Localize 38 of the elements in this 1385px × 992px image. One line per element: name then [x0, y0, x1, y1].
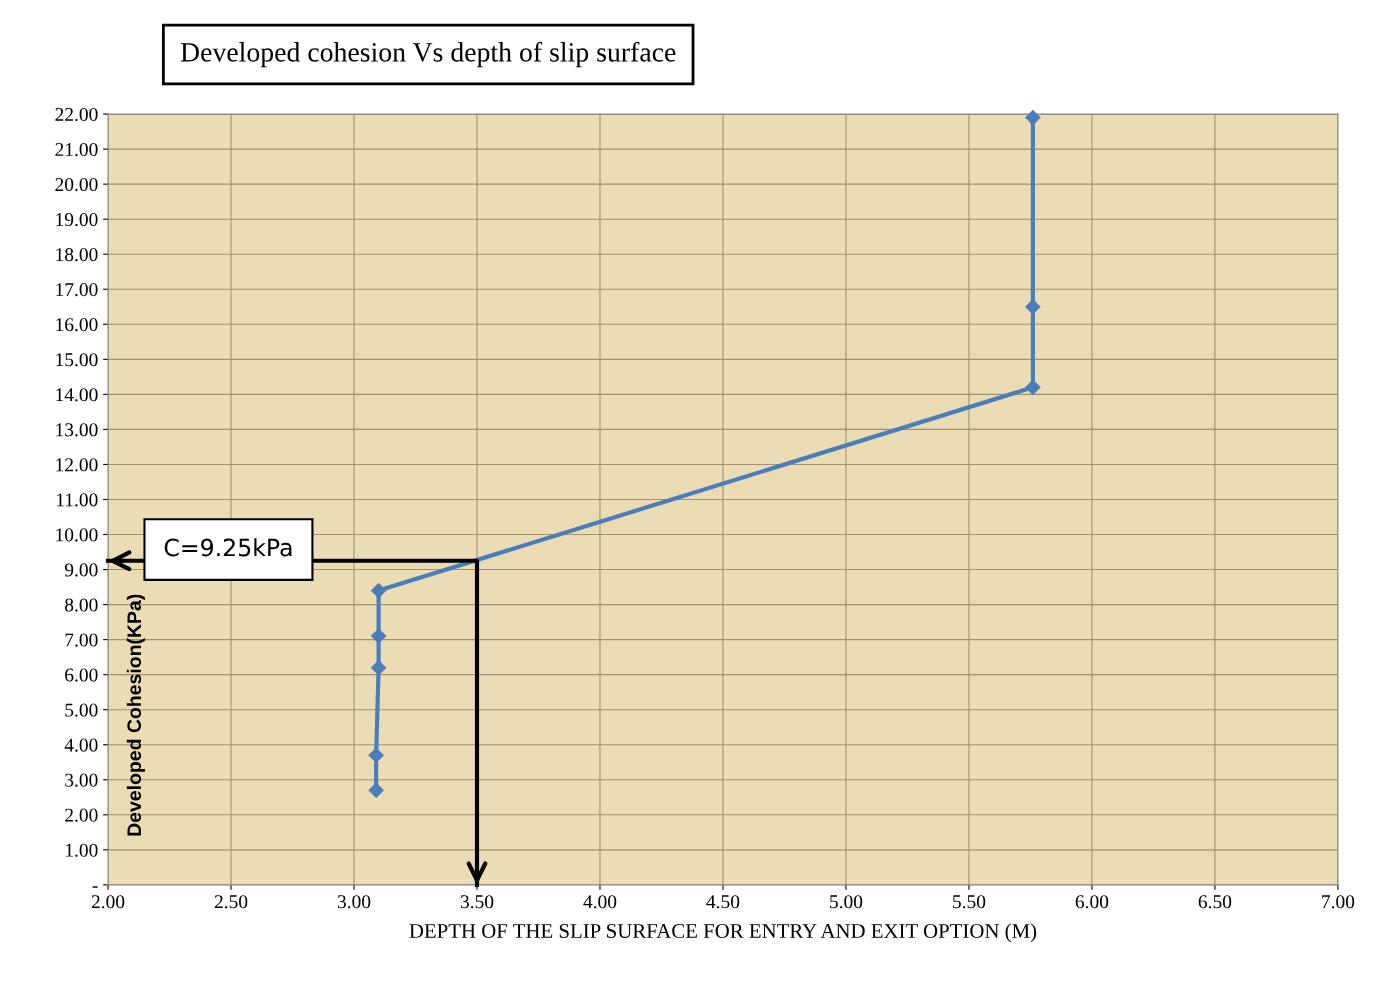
- y-tick-label: 5.00: [65, 703, 98, 717]
- y-tick-label: 2.00: [65, 808, 98, 822]
- y-tick-label: 10.00: [56, 528, 98, 542]
- y-tick-label: 13.00: [56, 423, 98, 437]
- x-tick-label: 3.50: [460, 895, 494, 909]
- x-tick-label: 5.50: [953, 895, 986, 909]
- y-tick-label: 3.00: [65, 773, 98, 787]
- annotation: C=9.25kPa: [164, 538, 292, 557]
- y-tick-label: 9.00: [64, 563, 98, 577]
- y-tick-label: 18.00: [56, 248, 98, 262]
- x-tick-label: 2.50: [214, 895, 248, 909]
- y-tick-label: 21.00: [55, 142, 98, 157]
- chart-title: Developed cohesion Vs depth of slip surface: [180, 41, 676, 68]
- y-tick-label: 7.00: [65, 633, 98, 647]
- y-axis-title: Developed Cohesion(KPa): [126, 594, 145, 836]
- x-tick-label: 3.00: [337, 895, 371, 909]
- y-tick-label: 17.00: [56, 283, 98, 297]
- x-tick-label: 6.00: [1075, 895, 1109, 909]
- y-tick-label: 11.00: [57, 493, 98, 507]
- x-tick-label: 4.50: [706, 895, 740, 909]
- y-tick-label: 1.00: [65, 843, 98, 857]
- y-tick-label: 8.00: [65, 598, 98, 612]
- y-tick-label: 15.00: [56, 353, 98, 367]
- y-tick-label: 6.00: [65, 668, 98, 682]
- x-tick-label: 5.00: [830, 895, 863, 909]
- x-tick-label: 4.00: [583, 895, 617, 909]
- y-tick-label: 19.00: [56, 213, 98, 227]
- y-tick-label: 4.00: [64, 738, 98, 752]
- y-tick-label: 16.00: [56, 318, 98, 332]
- y-tick-label: 22.00: [55, 107, 98, 122]
- y-tick-label: 12.00: [56, 458, 98, 472]
- y-tick-label: 14.00: [56, 388, 98, 402]
- x-tick-label: 2.00: [91, 895, 125, 909]
- y-tick-label: -: [92, 886, 98, 888]
- x-axis-title: DEPTH OF THE SLIP SURFACE FOR ENTRY AND EXIT OPTION (M): [409, 923, 1037, 943]
- y-tick-label: 20.00: [55, 177, 98, 192]
- x-tick-label: 7.00: [1322, 895, 1355, 909]
- x-tick-label: 6.50: [1198, 895, 1232, 909]
